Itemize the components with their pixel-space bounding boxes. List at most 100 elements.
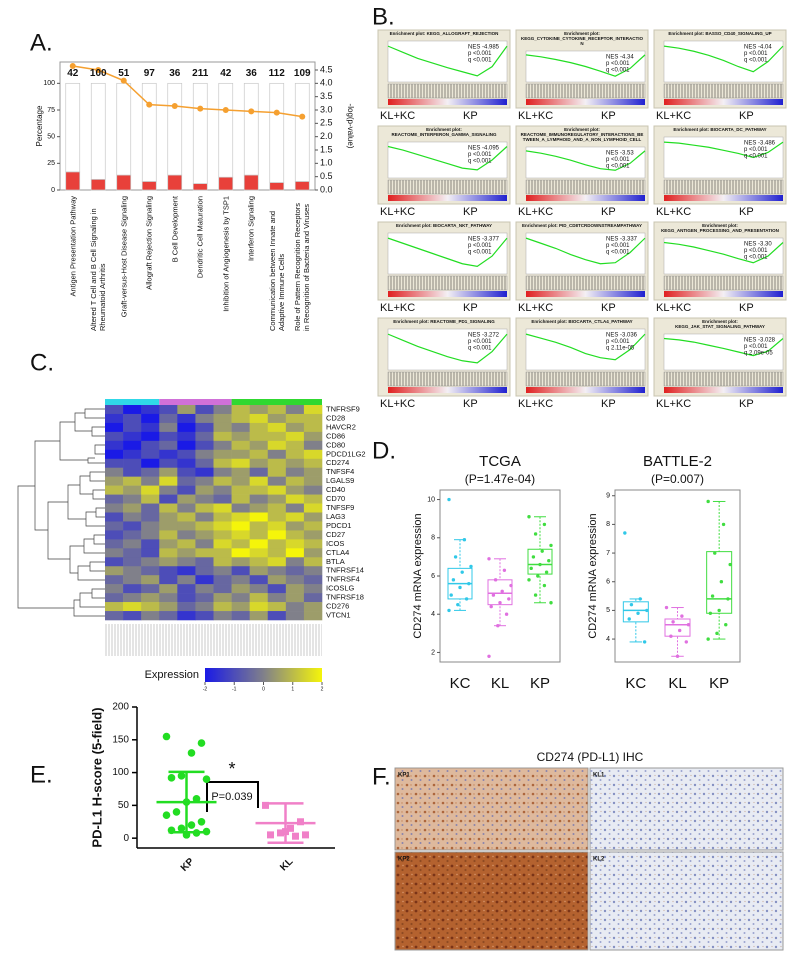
heatmap-cell bbox=[249, 512, 269, 522]
heatmap-cell bbox=[213, 440, 232, 451]
heatmap-cell bbox=[177, 575, 196, 585]
heatmap-cell bbox=[213, 593, 232, 603]
heatmap-cell bbox=[213, 611, 232, 621]
heatmap-cell bbox=[105, 458, 124, 469]
x-tick-label: Altered T Cell and B Cell Signaling in R… bbox=[89, 208, 108, 331]
point bbox=[686, 623, 691, 627]
row-label: CD40 bbox=[326, 485, 345, 494]
heatmap-cell bbox=[213, 503, 232, 513]
y-tick-label: 7 bbox=[606, 550, 610, 557]
plot-title: KEGG_CYTOKINE_CYTOKINE_RECEPTOR_INTERACT… bbox=[521, 36, 644, 41]
bracket bbox=[206, 781, 259, 812]
heatmap-cell bbox=[285, 539, 305, 549]
line-point bbox=[299, 113, 306, 120]
point bbox=[706, 637, 710, 641]
heatmap-cell bbox=[303, 530, 323, 540]
heatmap-cell bbox=[267, 458, 287, 469]
heatmap-cell bbox=[177, 539, 196, 549]
heatmap-cell bbox=[159, 566, 178, 576]
group-label: KL+KC bbox=[380, 398, 415, 410]
heatmap-cell bbox=[123, 476, 142, 486]
bar bbox=[90, 178, 106, 191]
heatmap-cell bbox=[213, 521, 232, 531]
x-tick-label: Interferon Signaling bbox=[246, 196, 256, 262]
heatmap-cell bbox=[249, 405, 269, 415]
count-label: 211 bbox=[192, 68, 209, 79]
heatmap-cell bbox=[159, 503, 178, 513]
heatmap-cell bbox=[159, 593, 178, 603]
heatmap-cell bbox=[285, 458, 305, 469]
heatmap-cell bbox=[231, 548, 250, 558]
point bbox=[713, 551, 717, 555]
point bbox=[192, 795, 201, 803]
heatmap-cell bbox=[249, 575, 269, 585]
bar bbox=[294, 181, 310, 191]
box bbox=[706, 551, 733, 614]
heatmap-cell bbox=[285, 611, 305, 621]
bar bbox=[141, 82, 157, 182]
x-tick-label: KP bbox=[179, 856, 197, 874]
heatmap-cell bbox=[105, 539, 124, 549]
point bbox=[642, 640, 647, 644]
heatmap-cell bbox=[213, 566, 232, 576]
point bbox=[629, 602, 634, 607]
panel-label: B. bbox=[372, 3, 395, 30]
stat-label: q <0.001 bbox=[744, 255, 768, 261]
group-label: KL+KC bbox=[656, 302, 691, 314]
heatmap-cell bbox=[159, 413, 178, 424]
stat-label: p <0.001 bbox=[606, 339, 630, 345]
heatmap-cell bbox=[303, 503, 323, 513]
heatmap-cell bbox=[195, 602, 214, 612]
heatmap-cell bbox=[231, 611, 250, 621]
heatmap-cell bbox=[285, 602, 305, 612]
point bbox=[684, 640, 688, 644]
heatmap-cell bbox=[159, 548, 178, 558]
ihc-image bbox=[394, 767, 589, 851]
heatmap-cell bbox=[159, 431, 178, 442]
heatmap-cell bbox=[267, 405, 287, 415]
point bbox=[509, 583, 513, 588]
count-label: 51 bbox=[118, 68, 130, 79]
heatmap-cell bbox=[123, 494, 142, 504]
stat-label: NES -3.028 bbox=[744, 338, 776, 344]
group-label: KL+KC bbox=[380, 302, 415, 314]
heatmap-cell bbox=[177, 512, 196, 522]
heatmap-cell bbox=[105, 422, 124, 433]
row-label: CD86 bbox=[326, 431, 345, 440]
y-axis-label: Percentage bbox=[35, 105, 44, 146]
heatmap-cell bbox=[159, 575, 178, 585]
ihc-title: CD274 (PD-L1) IHC bbox=[537, 750, 644, 764]
heatmap-cell bbox=[231, 521, 250, 531]
box bbox=[664, 618, 691, 637]
heatmap-cell bbox=[141, 503, 160, 513]
heatmap-cell bbox=[213, 494, 232, 504]
stat-label: NES -3.272 bbox=[468, 333, 500, 339]
heatmap-cell bbox=[123, 584, 142, 594]
point bbox=[491, 593, 496, 597]
point bbox=[504, 612, 509, 616]
heatmap-cell bbox=[267, 548, 287, 558]
y-tick-label: 0 bbox=[123, 833, 129, 844]
y2-tick-label: 1.5 bbox=[320, 144, 333, 154]
line-point bbox=[69, 63, 76, 69]
group-label: KP bbox=[739, 302, 754, 314]
heatmap-cell bbox=[195, 405, 214, 415]
heatmap-cell bbox=[141, 530, 160, 540]
group-bar bbox=[159, 399, 232, 405]
heatmap-cell bbox=[123, 521, 142, 531]
heatmap-cell bbox=[105, 431, 124, 442]
heatmap-cell bbox=[213, 548, 232, 558]
heatmap-cell bbox=[267, 584, 287, 594]
point bbox=[187, 821, 196, 829]
heatmap-cell bbox=[123, 405, 142, 415]
group-label: KL+KC bbox=[518, 302, 553, 314]
y-tick-label: 25 bbox=[47, 160, 55, 167]
hit-marks bbox=[525, 371, 646, 387]
heatmap-cell bbox=[249, 521, 269, 531]
ihc-label: KL1 bbox=[593, 773, 605, 779]
heatmap-cell bbox=[267, 575, 287, 585]
plot-title: KEGG_JAK_STAT_SIGNALING_PATHWAY bbox=[675, 324, 765, 329]
heatmap-cell bbox=[267, 557, 287, 567]
heatmap-cell bbox=[177, 431, 196, 442]
box bbox=[527, 548, 553, 575]
